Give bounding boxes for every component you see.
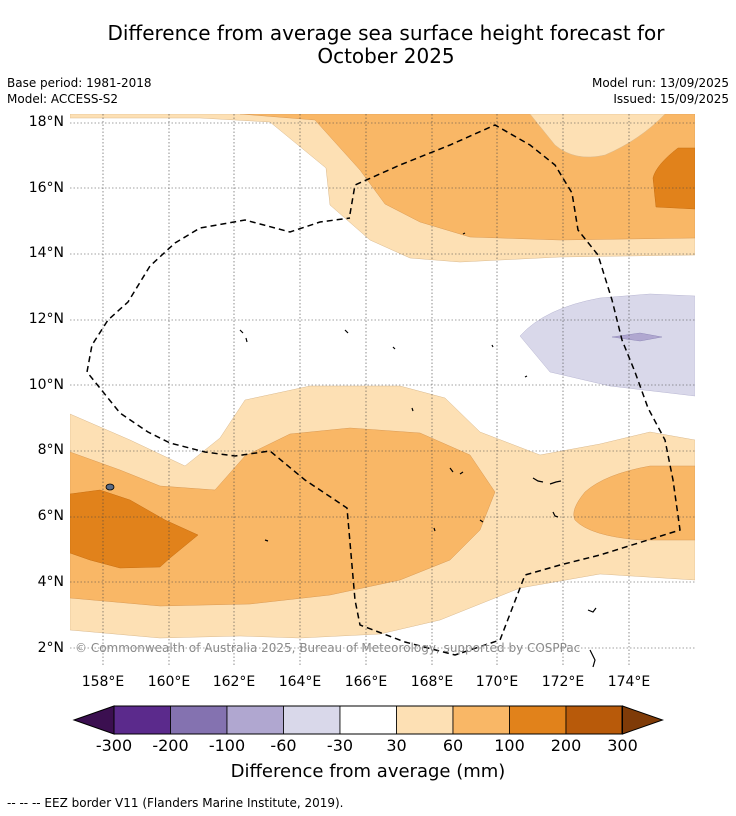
colorbar-segment [170, 705, 228, 735]
colorbar-segment [226, 705, 284, 735]
lat-label-4n: 4°N [37, 574, 64, 590]
lon-label-172e: 172°E [541, 674, 585, 690]
contour-neg60-neg100 [611, 332, 663, 342]
issued-date: Issued: 15/09/2025 [613, 92, 729, 106]
lon-label-166e: 166°E [344, 674, 388, 690]
colorbar-tick-label: 300 [607, 736, 638, 755]
lat-label-18n: 18°N [28, 114, 64, 130]
eez-legend: -- -- -- EEZ border V11 (Flanders Marine… [7, 796, 344, 810]
island-dot [105, 483, 115, 491]
colorbar-tick-label: -200 [152, 736, 189, 755]
colorbar-tick-label: -60 [270, 736, 297, 755]
island-outlines [239, 232, 597, 668]
colorbar-segment [509, 705, 567, 735]
model-name: Model: ACCESS-S2 [7, 92, 119, 106]
map-title-line-1: Difference from average sea surface heig… [107, 21, 665, 45]
colorbar-arrow-low [72, 705, 115, 735]
colorbar-segment [113, 705, 171, 735]
lat-label-12n: 12°N [28, 311, 64, 327]
lat-label-14n: 14°N [28, 245, 64, 261]
eez-border [86, 124, 681, 656]
colorbar-tick-label: -30 [326, 736, 354, 755]
colorbar-tick-label: 200 [550, 736, 582, 755]
lon-label-158e: 158°E [81, 674, 125, 690]
lon-label-162e: 162°E [212, 674, 256, 690]
model-run: Model run: 13/09/2025 [591, 76, 729, 90]
lat-label-8n: 8°N [37, 442, 64, 458]
lon-label-160e: 160°E [147, 674, 191, 690]
meta-left: Base period: 1981-2018 Model: ACCESS-S2 [7, 75, 152, 107]
forecast-map [70, 114, 695, 668]
contour-60-100-south [70, 427, 496, 607]
lon-label-164e: 164°E [278, 674, 322, 690]
colorbar-segments [72, 705, 665, 735]
colorbar [72, 705, 665, 735]
colorbar-tick-label: 100 [494, 736, 525, 755]
lat-label-2n: 2°N [37, 640, 64, 656]
contour-fills [70, 114, 695, 665]
colorbar-arrow-high [622, 705, 665, 735]
lat-label-16n: 16°N [28, 180, 64, 196]
lon-label-168e: 168°E [410, 674, 454, 690]
contour-neg30-neg60 [519, 293, 695, 397]
colorbar-segment [283, 705, 341, 735]
copyright-notice: © Commonwealth of Australia 2025, Bureau… [75, 641, 581, 655]
lon-label-174e: 174°E [607, 674, 651, 690]
colorbar-segment [396, 705, 454, 735]
graticule [70, 114, 695, 665]
contour-30-60-north-gap [529, 114, 666, 158]
colorbar-segment [452, 705, 510, 735]
colorbar-segment [339, 705, 397, 735]
lat-label-10n: 10°N [28, 377, 64, 393]
contour-60-100-east [573, 465, 695, 541]
colorbar-tick-label: 60 [442, 736, 464, 755]
lon-label-170e: 170°E [475, 674, 519, 690]
meta-right: Model run: 13/09/2025 Issued: 15/09/2025 [592, 75, 729, 107]
colorbar-segment [565, 705, 623, 735]
colorbar-tick-label: -300 [95, 736, 133, 755]
colorbar-tick-label: -100 [208, 736, 246, 755]
contour-100-200-south [70, 489, 199, 569]
contour-100-200-north [652, 147, 695, 210]
base-period: Base period: 1981-2018 [7, 76, 152, 90]
lat-label-6n: 6°N [37, 508, 64, 524]
colorbar-tick-label: 30 [386, 736, 407, 755]
map-title-line-2: October 2025 [317, 44, 455, 68]
colorbar-title: Difference from average (mm) [230, 761, 506, 782]
map-title: Difference from average sea surface heig… [0, 22, 736, 68]
colorbar-frame [113, 705, 623, 735]
